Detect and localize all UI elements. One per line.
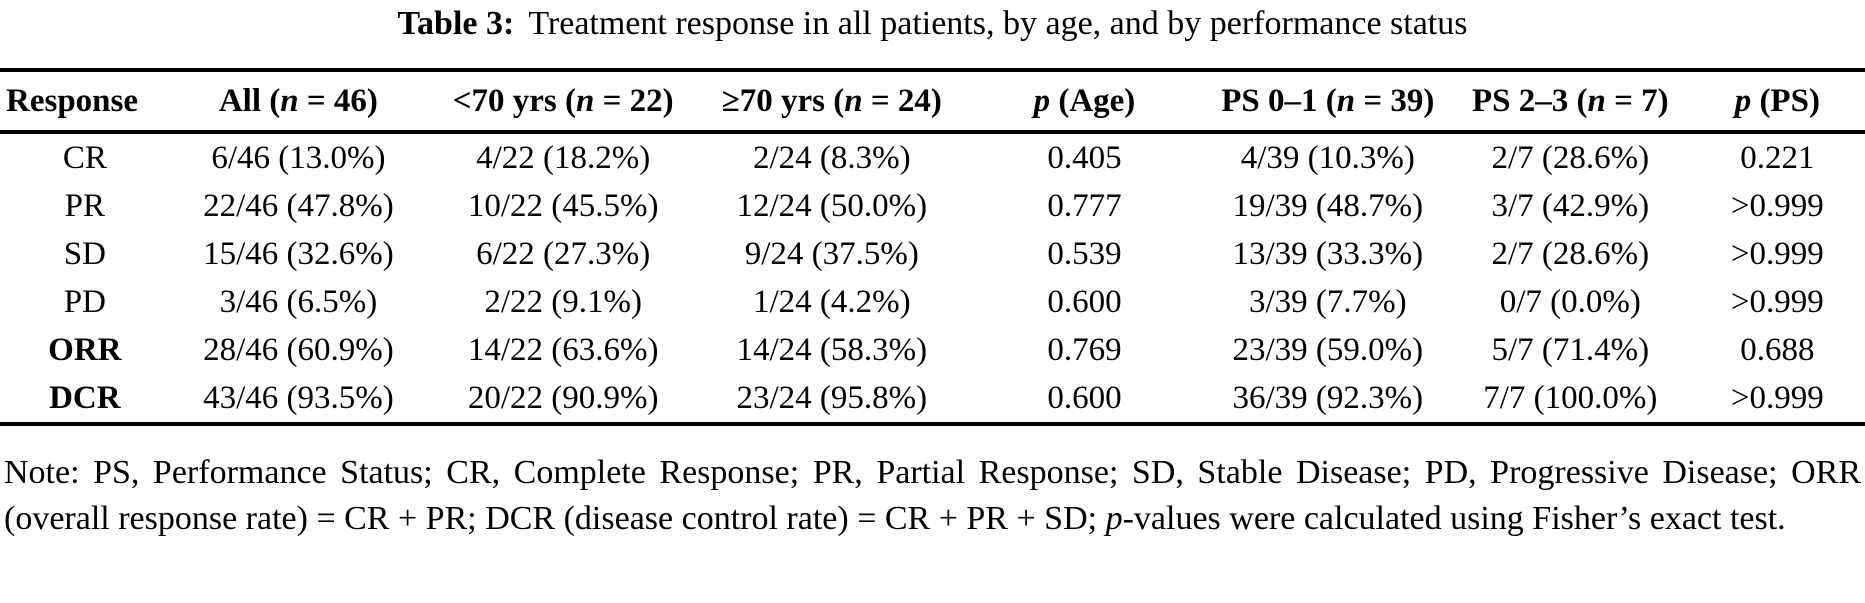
table-cell: 0.221 [1740, 139, 1815, 176]
table-cell: 0.600 [1047, 283, 1122, 320]
table-row: ORR 28/46 (60.9%) 14/22 (63.6%) 14/24 (58.3… [0, 326, 1865, 374]
table-cell: 9/24 (37.5%) [744, 235, 919, 272]
table-cell: 0.539 [1047, 235, 1122, 272]
treatment-response-table: Response All (n = 46) <70 yrs (n = 22) ≥70 … [0, 68, 1865, 426]
table-row: PR 22/46 (47.8%) 10/22 (45.5%) 12/24 (50.0%… [0, 182, 1865, 230]
table-cell: 0.405 [1047, 139, 1122, 176]
table-cell: 4/39 (10.3%) [1240, 139, 1415, 176]
table-cell: 1/24 (4.2%) [752, 283, 911, 320]
header-cell: p (Age) [1033, 82, 1136, 119]
table-cell: 43/46 (93.5%) [203, 379, 394, 416]
header-cell: PS 0–1 (n = 39) [1221, 82, 1435, 119]
table-cell: 2/7 (28.6%) [1491, 139, 1650, 176]
row-label: CR [62, 139, 107, 176]
table-cell: 6/22 (27.3%) [476, 235, 651, 272]
table-cell: 0/7 (0.0%) [1499, 283, 1641, 320]
table-cell: >0.999 [1730, 283, 1824, 320]
row-label: ORR [48, 331, 122, 368]
table-cell: 3/7 (42.9%) [1491, 187, 1650, 224]
table-cell: 15/46 (32.6%) [203, 235, 394, 272]
table-cell: 5/7 (71.4%) [1491, 331, 1650, 368]
row-label: DCR [49, 379, 121, 416]
table-cell: >0.999 [1730, 235, 1824, 272]
row-label: PD [63, 283, 106, 320]
table-cell: 2/7 (28.6%) [1491, 235, 1650, 272]
table-row: DCR 43/46 (93.5%) 20/22 (90.9%) 23/24 (95.8… [0, 374, 1865, 424]
table-cell: 4/22 (18.2%) [476, 139, 651, 176]
row-label: SD [63, 235, 106, 272]
table-cell: 0.688 [1740, 331, 1815, 368]
table-row: CR 6/46 (13.0%) 4/22 (18.2%) 2/24 (8.3%) 0.4… [0, 132, 1865, 182]
header-cell: ≥70 yrs (n = 24) [721, 82, 942, 119]
table-cell: 23/24 (95.8%) [736, 379, 928, 416]
table-cell: 14/24 (58.3%) [736, 331, 928, 368]
table-cell: 20/22 (90.9%) [467, 379, 659, 416]
table-cell: 12/24 (50.0%) [736, 187, 928, 224]
header-cell: PS 2–3 (n = 7) [1471, 82, 1669, 119]
table-cell: 6/46 (13.0%) [211, 139, 386, 176]
table-cell: 36/39 (92.3%) [1232, 379, 1424, 416]
table-cell: 2/24 (8.3%) [752, 139, 911, 176]
table-title-text: Treatment response in all patients, by a… [528, 5, 1468, 42]
table-cell: 7/7 (100.0%) [1483, 379, 1658, 416]
table-cell: 0.777 [1047, 187, 1122, 224]
table-cell: 0.769 [1047, 331, 1122, 368]
table-cell: 19/39 (48.7%) [1232, 187, 1424, 224]
table-cell: 3/46 (6.5%) [219, 283, 378, 320]
table-cell: 14/22 (63.6%) [467, 331, 659, 368]
table-cell: 10/22 (45.5%) [467, 187, 659, 224]
table-cell: 2/22 (9.1%) [484, 283, 643, 320]
table-body: CR 6/46 (13.0%) 4/22 (18.2%) 2/24 (8.3%) 0.4… [0, 132, 1865, 424]
row-label: PR [64, 187, 106, 224]
table-row: PD 3/46 (6.5%) 2/22 (9.1%) 1/24 (4.2%) 0.600… [0, 278, 1865, 326]
table-cell: 3/39 (7.7%) [1249, 283, 1407, 320]
table-cell: 22/46 (47.8%) [203, 187, 394, 224]
table-title: Table 3: Treatment response in all patien… [0, 0, 1865, 43]
header-row: Response All (n = 46) <70 yrs (n = 22) ≥70 … [0, 70, 1865, 132]
table-cell: >0.999 [1730, 379, 1824, 416]
table-cell: >0.999 [1730, 187, 1824, 224]
table-cell: 13/39 (33.3%) [1232, 235, 1424, 272]
table-row: SD 15/46 (32.6%) 6/22 (27.3%) 9/24 (37.5%) 0… [0, 230, 1865, 278]
header-cell: p (PS) [1734, 82, 1820, 119]
table-cell: 28/46 (60.9%) [203, 331, 394, 368]
header-cell: Response [6, 82, 139, 119]
table-title-label: Table 3: [397, 5, 515, 42]
header-cell: <70 yrs (n = 22) [452, 82, 674, 119]
table-cell: 0.600 [1047, 379, 1122, 416]
table-cell: 23/39 (59.0%) [1232, 331, 1424, 368]
table-note: Note: PS, Performance Status; CR, Comple… [4, 454, 1861, 537]
header-cell: All (n = 46) [218, 82, 378, 119]
